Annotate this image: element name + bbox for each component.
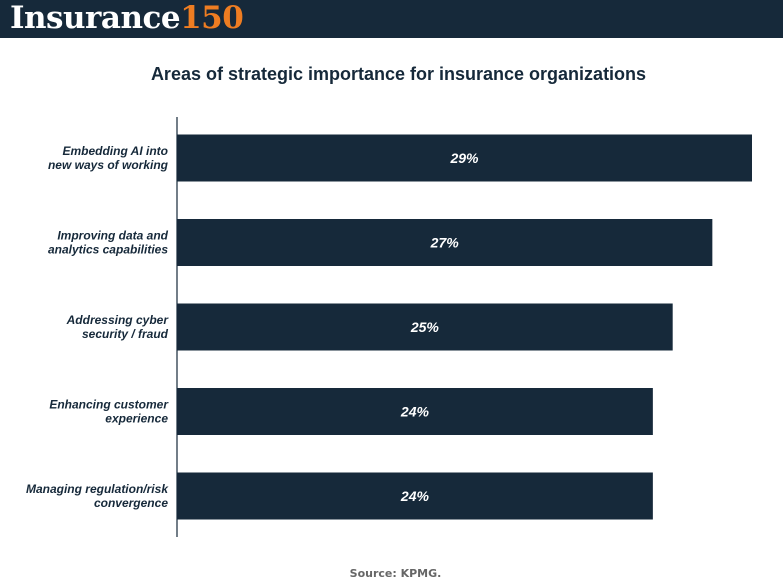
bar <box>177 134 752 182</box>
brand-logo-number: 150 <box>180 0 244 36</box>
category-label: Managing regulation/risk convergence <box>26 482 169 510</box>
brand-logo-word: Insurance <box>10 0 181 36</box>
category-label: Enhancing customer experience <box>49 398 169 426</box>
bar <box>177 388 653 435</box>
bar-value-label: 25% <box>410 319 440 335</box>
bar-value-label: 24% <box>400 488 430 504</box>
category-label: Improving data and analytics capabilities <box>48 229 169 257</box>
source-note: Source: KPMG. <box>349 567 442 580</box>
chart-title: Areas of strategic importance for insura… <box>150 64 647 84</box>
bar <box>177 472 653 520</box>
bar-value-label: 29% <box>449 150 479 166</box>
brand-logo: Insurance150 <box>10 0 244 38</box>
bar <box>177 303 673 351</box>
category-label: Embedding AI into new ways of working <box>48 144 169 172</box>
category-label: Addressing cyber security / fraud <box>66 313 170 341</box>
bar-value-label: 27% <box>430 235 460 251</box>
bar <box>177 219 713 266</box>
bar-value-label: 24% <box>400 404 430 420</box>
header-bar: Insurance150 <box>0 0 783 38</box>
